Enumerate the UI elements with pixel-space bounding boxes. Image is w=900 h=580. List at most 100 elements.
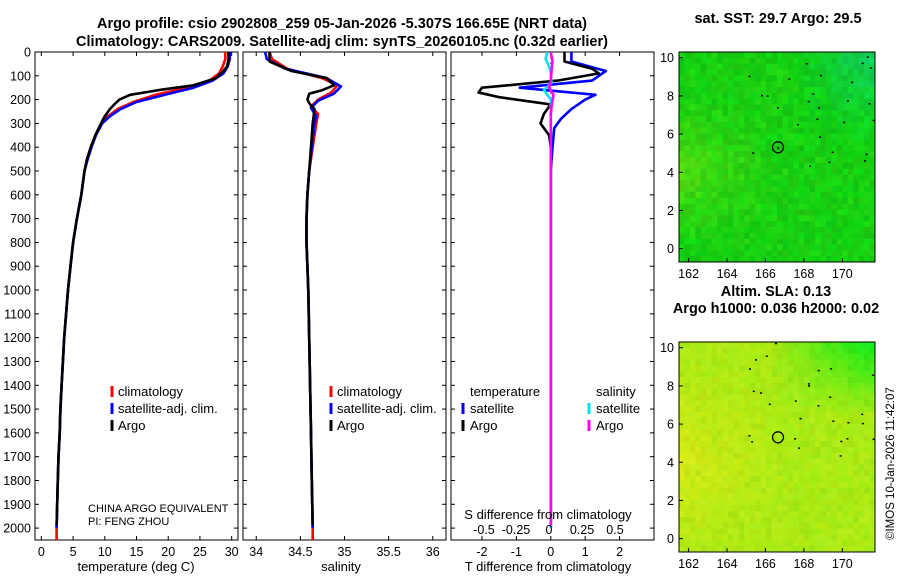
heatmap-cell [826, 110, 832, 117]
heatmap-cell [717, 145, 723, 152]
heatmap-cell [864, 505, 870, 512]
heatmap-cell [820, 227, 827, 234]
heatmap-cell [864, 81, 870, 88]
heatmap-cell [853, 232, 860, 240]
heatmap-cell [689, 528, 696, 535]
heatmap-cell [717, 417, 723, 425]
heatmap-cell [842, 412, 849, 419]
series-line-t-argo [477, 52, 601, 526]
heatmap-cell [738, 522, 745, 530]
map-y-tick-label: 4 [667, 166, 674, 180]
heatmap-cell [782, 441, 789, 448]
heatmap-cell [771, 470, 778, 477]
heatmap-cell [836, 122, 843, 129]
heatmap-cell [842, 133, 849, 140]
heatmap-cell [755, 482, 762, 489]
heatmap-cell [847, 470, 854, 477]
heatmap-cell [744, 423, 751, 430]
heatmap-cell [804, 180, 811, 187]
heatmap-cell [766, 75, 772, 82]
heatmap-cell [684, 122, 691, 129]
heatmap-cell [766, 168, 772, 175]
heatmap-cell [858, 342, 865, 349]
heatmap-cell [831, 417, 838, 425]
heatmap-cell [766, 353, 772, 360]
heatmap-cell [798, 347, 805, 355]
heatmap-cell [738, 499, 745, 506]
heatmap-cell [717, 377, 723, 384]
heatmap-cell [733, 104, 740, 111]
heatmap-cell [679, 371, 685, 378]
heatmap-cell [869, 406, 876, 413]
heatmap-cell [869, 365, 876, 372]
heatmap-cell [749, 371, 756, 378]
heatmap-cell [864, 221, 870, 228]
heatmap-cell [831, 458, 838, 465]
heatmap-cell [858, 180, 865, 187]
heatmap-cell [749, 528, 756, 535]
heatmap-cell [782, 458, 789, 465]
heatmap-cell [798, 227, 805, 234]
heatmap-cell [717, 359, 723, 366]
map-y-tick-label: 0 [667, 532, 674, 546]
heatmap-cell [793, 162, 800, 170]
heatmap-cell [700, 81, 707, 88]
heatmap-cell [787, 203, 794, 210]
heatmap-cell [842, 104, 849, 111]
heatmap-cell [787, 197, 794, 205]
heatmap-cell [755, 546, 762, 553]
heatmap-cell [700, 394, 707, 401]
heatmap-cell [771, 400, 778, 407]
heatmap-cell [717, 162, 723, 170]
heatmap-cell [755, 528, 762, 535]
heatmap-cell [864, 157, 870, 164]
heatmap-cell [815, 98, 821, 105]
heatmap-cell [706, 92, 713, 100]
heatmap-cell [864, 476, 870, 483]
heatmap-cell [815, 227, 821, 234]
heatmap-cell [842, 371, 849, 378]
heatmap-cell [777, 122, 783, 129]
heatmap-cell [771, 365, 778, 372]
heatmap-cell [733, 157, 740, 164]
heatmap-cell [831, 162, 838, 170]
heatmap-cell [831, 209, 838, 216]
heatmap-cell [744, 127, 751, 135]
heatmap-cell [700, 162, 707, 170]
heatmap-cell [809, 546, 816, 553]
heatmap-cell [744, 452, 751, 460]
heatmap-cell [717, 505, 723, 512]
heatmap-cell [809, 256, 816, 263]
heatmap-cell [749, 347, 756, 355]
heatmap-cell [738, 116, 745, 123]
heatmap-cell [815, 133, 821, 140]
heatmap-cell [689, 180, 696, 187]
heatmap-cell [711, 209, 718, 216]
heatmap-cell [804, 517, 811, 524]
heatmap-cell [744, 359, 751, 366]
heatmap-cell [749, 63, 756, 70]
heatmap-cell [733, 244, 740, 251]
heatmap-cell [771, 110, 778, 117]
heatmap-cell [847, 157, 854, 164]
heatmap-cell [793, 203, 800, 210]
heatmap-cell [793, 528, 800, 535]
heatmap-cell [869, 145, 876, 152]
heatmap-cell [864, 359, 870, 366]
heatmap-cell [826, 104, 832, 111]
heatmap-cell [722, 347, 729, 355]
heatmap-cell [815, 75, 821, 82]
heatmap-cell [787, 464, 794, 471]
heatmap-cell [766, 145, 772, 152]
heatmap-cell [711, 162, 718, 170]
heatmap-cell [798, 359, 805, 366]
heatmap-cell [766, 429, 772, 436]
heatmap-cell [809, 250, 816, 257]
heatmap-cell [755, 209, 762, 216]
heatmap-cell [858, 57, 865, 65]
x-tick-label: 35.5 [376, 545, 400, 559]
heatmap-cell [820, 52, 827, 59]
heatmap-cell [804, 238, 811, 245]
heatmap-cell [717, 482, 723, 489]
heatmap-cell [782, 342, 789, 349]
